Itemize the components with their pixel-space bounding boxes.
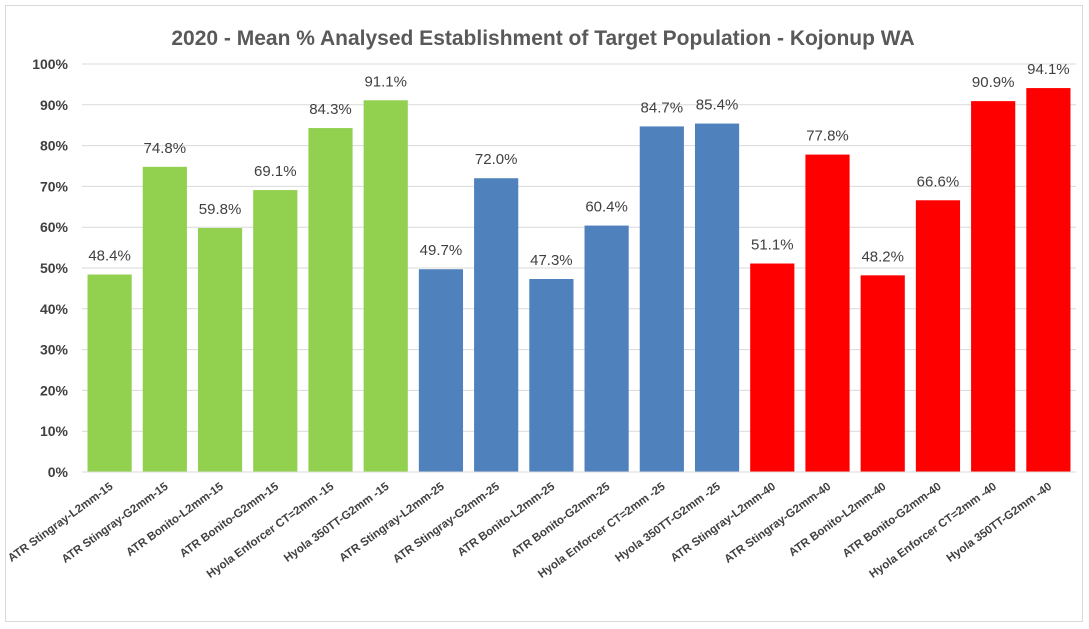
x-tick-label: ATR Stingray-G2mm-25 — [391, 480, 502, 565]
data-labels: 48.4% 74.8% 59.8% 69.1% 84.3% 91.1% 49.7% 72.0%… — [88, 61, 1069, 269]
data-label: 90.9% — [972, 74, 1015, 91]
x-tick-label: ATR Bonito-L2mm-40 — [787, 481, 888, 559]
data-label: 59.8% — [199, 201, 242, 218]
data-label: 66.6% — [917, 173, 960, 190]
bar — [750, 263, 795, 472]
x-tick-label: Hyola 350TT-G2mm -40 — [945, 481, 1054, 565]
x-tick-label: ATR Stingray-L2mm-40 — [669, 481, 778, 565]
bar — [971, 101, 1016, 473]
data-label: 85.4% — [696, 97, 739, 114]
y-tick-label: 20% — [40, 382, 69, 398]
y-tick-label: 0% — [48, 464, 69, 480]
x-tick-label: ATR Bonito-G2mm-15 — [178, 480, 282, 560]
bar — [529, 279, 574, 472]
bar — [363, 100, 408, 472]
y-tick-label: 30% — [40, 342, 69, 358]
y-tick-label: 40% — [40, 301, 69, 317]
data-label: 72.0% — [475, 151, 518, 168]
bar — [639, 126, 684, 472]
data-label: 91.1% — [364, 73, 407, 90]
bar — [142, 166, 187, 473]
bar — [308, 128, 353, 472]
x-tick-label: Hyola 350TT-G2mm -15 — [282, 480, 392, 564]
bar — [915, 200, 961, 472]
bar — [418, 269, 464, 472]
data-label: 51.1% — [751, 237, 794, 254]
x-tick-label: ATR Bonito-G2mm-25 — [509, 480, 613, 560]
y-tick-label: 10% — [40, 423, 69, 439]
bar — [860, 275, 905, 472]
bar — [694, 123, 740, 473]
y-tick-label: 90% — [40, 97, 69, 113]
y-tick-label: 80% — [40, 138, 69, 154]
y-tick-label: 70% — [40, 178, 69, 194]
x-tick-label: ATR Bonito-G2mm-40 — [841, 481, 944, 560]
data-label: 60.4% — [585, 199, 628, 216]
data-label: 77.8% — [806, 128, 849, 145]
data-label: 69.1% — [254, 163, 297, 180]
data-label: 47.3% — [530, 252, 573, 269]
chart-title: 2020 - Mean % Analysed Establishment of … — [171, 27, 914, 50]
y-axis-ticks: 0% 10% 20% 30% 40% 50% 60% 70% 80% 90% 100% — [32, 56, 68, 480]
y-tick-label: 100% — [32, 56, 68, 72]
y-tick-label: 50% — [40, 260, 69, 276]
bar — [1026, 88, 1071, 473]
x-tick-label: ATR Bonito-L2mm-15 — [124, 480, 226, 559]
data-label: 84.7% — [641, 99, 684, 116]
bars — [87, 88, 1071, 473]
x-tick-label: ATR Bonito-L2mm-25 — [456, 480, 558, 559]
bar — [197, 228, 243, 472]
bar — [584, 225, 629, 472]
x-tick-label: ATR Stingray-G2mm-15 — [60, 480, 171, 565]
x-tick-label: ATR Stingray-G2mm-40 — [722, 481, 833, 566]
data-label: 74.8% — [144, 140, 187, 157]
data-label: 49.7% — [420, 242, 463, 259]
data-label: 48.2% — [861, 248, 904, 265]
x-tick-label: Hyola 350TT-G2mm -25 — [613, 480, 723, 564]
bar — [253, 190, 298, 472]
bar — [805, 154, 850, 473]
x-tick-label: ATR Stingray-L2mm-25 — [337, 480, 447, 564]
data-label: 84.3% — [309, 101, 352, 118]
gridlines — [82, 63, 1076, 432]
y-tick-label: 60% — [40, 219, 69, 235]
bar — [474, 178, 519, 473]
x-tick-label: ATR Stingray-L2mm-15 — [6, 480, 116, 564]
bar — [87, 274, 132, 472]
data-label: 48.4% — [88, 248, 131, 265]
data-label: 94.1% — [1027, 61, 1070, 78]
